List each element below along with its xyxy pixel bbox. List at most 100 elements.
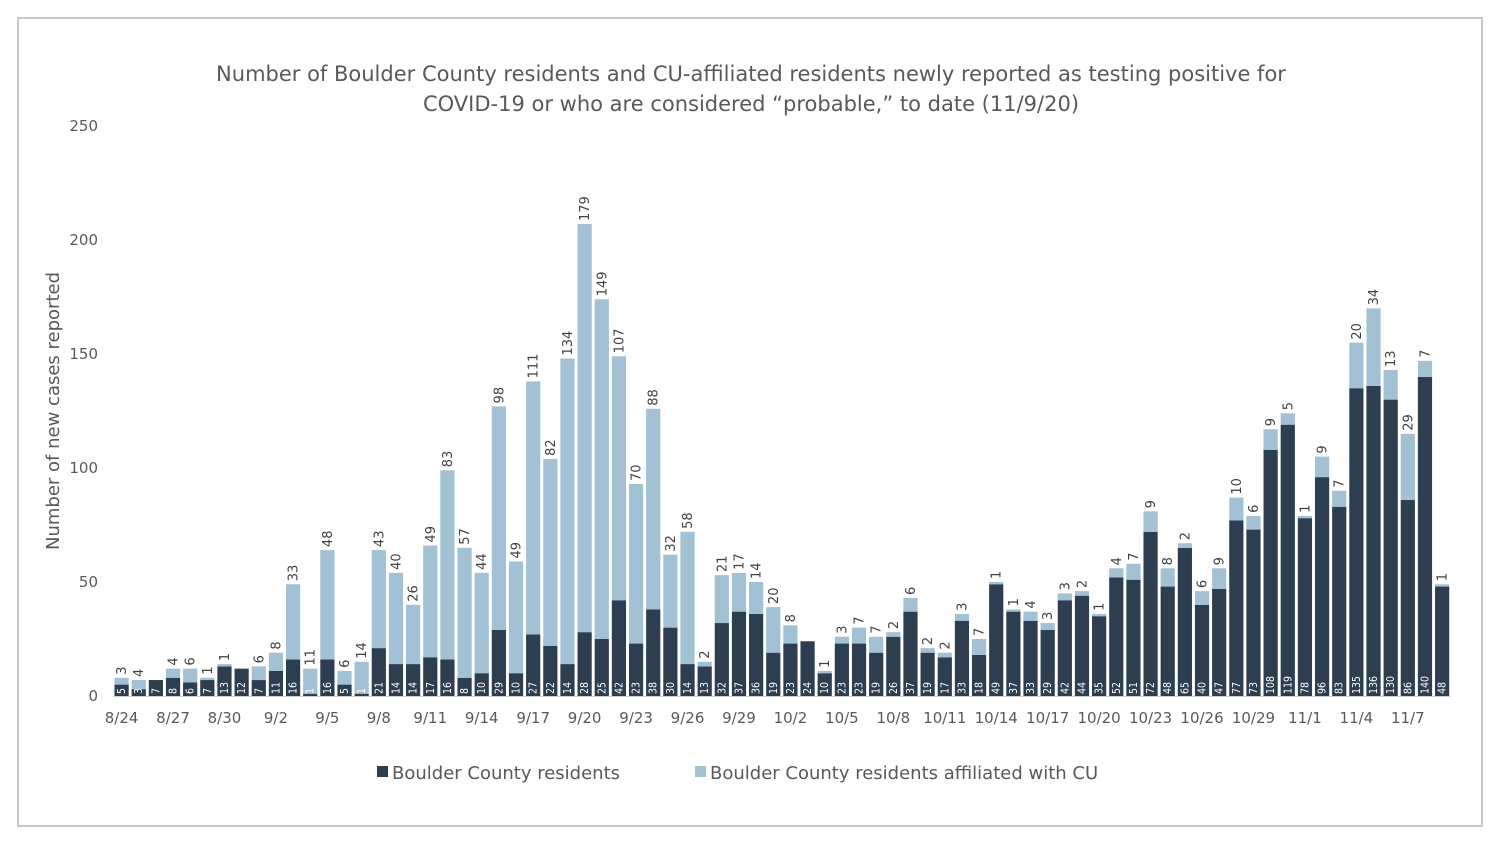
data-label-cu-affiliated: 6 [904, 587, 919, 595]
data-label-cu-affiliated: 7 [1127, 552, 1142, 560]
data-label-cu-affiliated: 2 [887, 621, 902, 629]
data-label-cu-affiliated: 4 [167, 657, 182, 665]
data-label-cu-affiliated: 1 [990, 571, 1005, 579]
data-label-cu-affiliated: 9 [1213, 557, 1228, 565]
bar-boulder-county [1109, 577, 1124, 696]
bar-cu-affiliated [1435, 584, 1450, 587]
x-tick-label: 9/5 [315, 709, 339, 727]
bar-boulder-county [560, 664, 575, 696]
bar-boulder-county [1417, 376, 1433, 696]
data-label-boulder-county: 37 [1008, 682, 1020, 694]
data-label-boulder-county: 33 [1025, 682, 1037, 694]
bar-cu-affiliated [1194, 591, 1210, 605]
data-label-cu-affiliated: 7 [973, 628, 988, 636]
data-label-cu-affiliated: 43 [372, 531, 387, 548]
data-label-cu-affiliated: 5 [1281, 402, 1296, 410]
bar-cu-affiliated [337, 670, 352, 685]
x-tick-label: 10/23 [1129, 709, 1172, 727]
bar-cu-affiliated [1212, 568, 1227, 589]
data-label-boulder-county: 35 [1094, 682, 1106, 694]
data-label-boulder-county: 5 [116, 688, 128, 694]
bar-cu-affiliated [1092, 613, 1107, 617]
y-axis-title: Number of new cases reported [43, 272, 64, 550]
data-label-cu-affiliated: 21 [715, 556, 730, 573]
y-tick-label: 100 [69, 459, 98, 477]
data-label-boulder-county: 14 [682, 682, 694, 694]
data-label-boulder-county: 42 [1059, 682, 1071, 694]
data-label-boulder-county: 13 [219, 682, 231, 694]
x-tick-label: 10/29 [1232, 709, 1275, 727]
bar-cu-affiliated [1040, 623, 1055, 630]
bar-boulder-county [834, 643, 849, 696]
data-label-boulder-county: 47 [1214, 682, 1226, 694]
data-label-boulder-county: 130 [1385, 676, 1397, 694]
bar-cu-affiliated [1229, 497, 1244, 521]
bar-boulder-county [800, 641, 815, 696]
x-tick-label: 10/2 [774, 709, 808, 727]
bar-boulder-county [1435, 586, 1450, 696]
data-label-boulder-county: 24 [802, 682, 814, 694]
bar-boulder-county [1229, 520, 1244, 696]
data-label-cu-affiliated: 8 [1161, 557, 1176, 565]
bar-cu-affiliated [1126, 563, 1141, 580]
data-label-cu-affiliated: 3 [835, 625, 850, 633]
data-label-boulder-county: 65 [1179, 682, 1191, 694]
data-label-cu-affiliated: 7 [1418, 350, 1433, 358]
data-label-boulder-county: 19 [871, 682, 883, 694]
data-label-boulder-county: 86 [1402, 682, 1414, 694]
x-tick-label: 10/5 [825, 709, 859, 727]
bar-cu-affiliated [268, 652, 284, 671]
data-label-cu-affiliated: 179 [578, 196, 593, 221]
data-label-cu-affiliated: 3 [1058, 582, 1073, 590]
x-tick-label: 10/26 [1180, 709, 1223, 727]
data-label-cu-affiliated: 49 [424, 526, 439, 543]
bar-cu-affiliated [457, 547, 472, 678]
data-label-boulder-county: 40 [1197, 682, 1209, 694]
bar-cu-affiliated [646, 408, 661, 610]
data-label-cu-affiliated: 14 [750, 562, 765, 579]
y-tick-label: 150 [69, 345, 98, 363]
data-label-boulder-county: 10 [476, 682, 488, 694]
data-label-boulder-county: 108 [1265, 676, 1277, 694]
bar-boulder-county [491, 629, 506, 696]
bar-boulder-county [749, 613, 764, 696]
bar-boulder-county [646, 609, 661, 696]
data-label-cu-affiliated: 1 [1093, 603, 1108, 611]
bar-boulder-county [697, 666, 712, 696]
data-label-boulder-county: 23 [785, 682, 797, 694]
bar-boulder-county [1366, 385, 1381, 696]
data-label-boulder-county: 17 [425, 682, 437, 694]
bar-cu-affiliated [543, 458, 558, 646]
bar-boulder-county [886, 636, 901, 696]
bar-cu-affiliated [1366, 308, 1381, 386]
data-label-cu-affiliated: 8 [784, 614, 799, 622]
data-label-cu-affiliated: 107 [612, 328, 627, 353]
chart-title-line-1: Number of Boulder County residents and C… [216, 62, 1286, 86]
data-label-cu-affiliated: 2 [938, 641, 953, 649]
bar-cu-affiliated [1109, 568, 1124, 578]
data-label-cu-affiliated: 4 [132, 669, 147, 677]
data-label-cu-affiliated: 98 [492, 387, 507, 404]
bar-boulder-county [971, 654, 987, 696]
bar-cu-affiliated [474, 572, 489, 674]
data-label-cu-affiliated: 4 [1110, 557, 1125, 565]
bar-cu-affiliated [714, 575, 729, 624]
chart-frame: Number of Boulder County residents and C… [17, 17, 1483, 827]
data-label-boulder-county: 14 [562, 682, 574, 694]
bar-boulder-county [577, 632, 592, 696]
data-label-boulder-county: 135 [1351, 676, 1363, 694]
data-label-boulder-county: 12 [236, 682, 248, 694]
data-label-cu-affiliated: 70 [630, 464, 645, 481]
data-label-cu-affiliated: 83 [441, 451, 456, 468]
data-label-cu-affiliated: 3 [115, 666, 130, 674]
data-label-boulder-county: 10 [511, 682, 523, 694]
data-label-boulder-county: 16 [288, 682, 300, 694]
data-label-cu-affiliated: 20 [767, 588, 782, 605]
data-label-boulder-county: 14 [390, 682, 402, 694]
bar-boulder-county [783, 643, 798, 696]
data-label-boulder-county: 14 [408, 682, 420, 694]
bar-cu-affiliated [1263, 429, 1278, 450]
bar-cu-affiliated [114, 677, 129, 685]
data-label-boulder-county: 19 [768, 682, 780, 694]
bar-boulder-county [1057, 600, 1072, 696]
